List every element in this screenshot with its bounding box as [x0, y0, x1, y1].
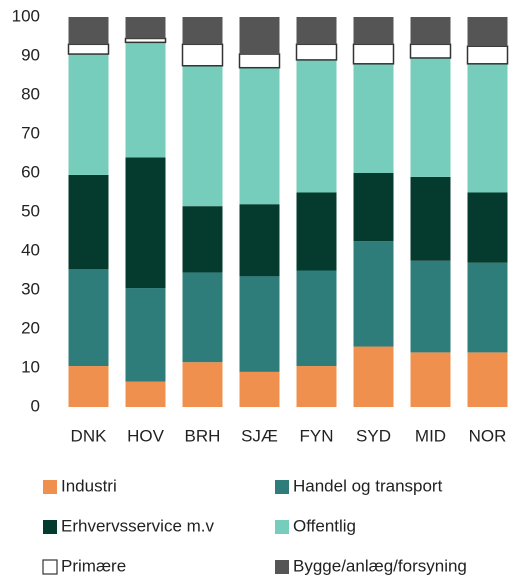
- bar-segment: [353, 17, 394, 45]
- legend-label: Industri: [61, 476, 117, 495]
- legend-swatch: [275, 560, 289, 574]
- y-tick-label: 80: [21, 84, 40, 103]
- y-tick-label: 30: [21, 279, 40, 298]
- bar-segment: [467, 63, 508, 193]
- bar-segment: [296, 59, 337, 193]
- y-tick-label: 10: [21, 357, 40, 376]
- x-tick-label: SYD: [356, 426, 391, 445]
- bar-segment: [296, 17, 337, 45]
- bar-segment: [182, 17, 223, 45]
- bar-segment: [296, 192, 337, 271]
- bar-segment: [182, 65, 223, 207]
- x-tick-label: NOR: [469, 426, 507, 445]
- bar-segment: [353, 173, 394, 242]
- bar-segment: [239, 204, 280, 277]
- bar-segment: [296, 366, 337, 407]
- bar-segment: [239, 276, 280, 372]
- legend-label: Primære: [61, 556, 126, 575]
- bar-segment: [125, 42, 166, 158]
- bar-segment: [181, 43, 224, 67]
- bar-segment: [467, 17, 508, 47]
- x-tick-label: BRH: [185, 426, 221, 445]
- y-tick-label: 20: [21, 318, 40, 337]
- y-tick-label: 50: [21, 201, 40, 220]
- bar-segment: [410, 17, 451, 45]
- bar-segment: [124, 37, 167, 44]
- bar-segment: [295, 43, 338, 61]
- bar-segment: [353, 63, 394, 173]
- legend-label: Erhvervsservice m.v: [61, 516, 215, 535]
- bar-segment: [68, 269, 109, 367]
- bar-segment: [182, 362, 223, 407]
- bar-segment: [239, 67, 280, 205]
- bar-segment: [125, 288, 166, 382]
- bar-segment: [409, 43, 452, 59]
- x-tick-label: SJÆ: [241, 426, 278, 445]
- bar-segment: [296, 270, 337, 367]
- bar-segment: [67, 43, 110, 55]
- y-tick-label: 0: [31, 396, 40, 415]
- bar-segment: [352, 43, 395, 65]
- x-tick-label: MID: [415, 426, 446, 445]
- legend-swatch: [275, 520, 289, 534]
- y-tick-label: 60: [21, 162, 40, 181]
- bar-segment: [467, 192, 508, 263]
- legend-swatch: [43, 480, 57, 494]
- bar-segment: [410, 260, 451, 353]
- bar-segment: [68, 366, 109, 407]
- bar-segment: [125, 157, 166, 289]
- legend-swatch: [275, 480, 289, 494]
- bar-segment: [125, 381, 166, 407]
- bar-segment: [353, 346, 394, 407]
- bar-segment: [353, 241, 394, 347]
- x-tick-label: DNK: [71, 426, 108, 445]
- bar-segment: [182, 272, 223, 363]
- y-tick-label: 90: [21, 45, 40, 64]
- bar-segment: [410, 352, 451, 407]
- bar-segment: [68, 174, 109, 270]
- x-tick-label: FYN: [300, 426, 334, 445]
- bar-segment: [68, 54, 109, 175]
- bar-segment: [410, 176, 451, 261]
- legend-swatch: [42, 559, 58, 575]
- y-tick-label: 70: [21, 123, 40, 142]
- bar-segment: [239, 17, 280, 55]
- y-tick-label: 100: [12, 6, 40, 25]
- legend-label: Bygge/anlæg/forsyning: [293, 556, 467, 575]
- legend-label: Offentlig: [293, 516, 356, 535]
- bar-segment: [125, 17, 166, 39]
- x-tick-label: HOV: [127, 426, 165, 445]
- y-tick-label: 40: [21, 240, 40, 259]
- legend-label: Handel og transport: [293, 476, 443, 495]
- bar-segment: [466, 45, 509, 65]
- bar-segment: [182, 206, 223, 273]
- bar-segment: [68, 17, 109, 45]
- legend-swatch: [43, 520, 57, 534]
- bar-segment: [239, 371, 280, 407]
- bar-segment: [467, 262, 508, 353]
- bar-segment: [238, 53, 281, 69]
- bar-segment: [410, 57, 451, 177]
- bar-segment: [467, 352, 508, 407]
